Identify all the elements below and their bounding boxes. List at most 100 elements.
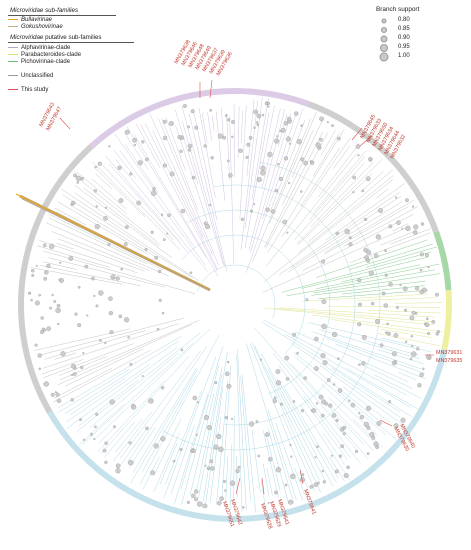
support-dot bbox=[132, 137, 137, 143]
support-dot bbox=[253, 203, 256, 206]
legend-item-bullavirinae: Bullavirinae bbox=[8, 17, 52, 23]
tree-branch bbox=[331, 367, 400, 413]
support-dot bbox=[150, 470, 155, 476]
tree-branch bbox=[264, 131, 323, 248]
tree-branch bbox=[266, 153, 357, 267]
support-dot bbox=[162, 119, 167, 124]
support-dot bbox=[162, 135, 168, 141]
branch-support-title: Branch support bbox=[376, 6, 420, 13]
support-dot bbox=[152, 187, 156, 191]
support-dot bbox=[160, 385, 165, 390]
support-dot bbox=[344, 228, 350, 235]
this-study-leader bbox=[261, 477, 265, 495]
tree-branch bbox=[265, 132, 329, 249]
tree-branch bbox=[181, 106, 225, 267]
tree-branch bbox=[69, 204, 158, 259]
support-dot bbox=[337, 388, 343, 393]
pichovirinae-swatch bbox=[8, 60, 18, 62]
support-dot bbox=[393, 423, 399, 429]
internal-arc bbox=[162, 162, 381, 451]
support-dot bbox=[123, 242, 128, 246]
support-dot bbox=[279, 402, 283, 406]
tree-branch bbox=[70, 377, 126, 415]
support-dot bbox=[388, 400, 392, 404]
support-row: 0.85 bbox=[376, 25, 456, 34]
support-dot bbox=[128, 441, 132, 445]
tree-branch bbox=[268, 428, 289, 504]
support-dot bbox=[275, 467, 282, 473]
tree-branch bbox=[64, 348, 144, 387]
support-dot bbox=[381, 291, 386, 296]
support-dot bbox=[328, 403, 333, 408]
support-dot bbox=[279, 129, 282, 133]
support-dot bbox=[226, 383, 232, 389]
tree-branch bbox=[39, 240, 138, 273]
support-dot bbox=[213, 444, 219, 450]
tree-branch bbox=[241, 374, 256, 513]
tree-branch bbox=[251, 98, 269, 200]
support-dot bbox=[172, 459, 176, 463]
support-dot bbox=[384, 273, 388, 277]
tree-branch bbox=[212, 115, 215, 132]
support-dot bbox=[59, 261, 62, 264]
support-dot bbox=[56, 303, 61, 308]
support-dot bbox=[419, 289, 424, 295]
support-dot bbox=[357, 154, 360, 157]
support-dot bbox=[260, 170, 266, 176]
support-dot bbox=[361, 189, 365, 193]
support-dot bbox=[137, 160, 143, 166]
support-dot bbox=[38, 367, 41, 371]
this-study-leaders bbox=[59, 79, 434, 495]
support-dot bbox=[141, 140, 145, 144]
tree-branch bbox=[307, 169, 394, 243]
support-dot bbox=[361, 361, 366, 366]
support-dot bbox=[203, 414, 210, 421]
tree-branch bbox=[201, 112, 208, 143]
support-dot bbox=[260, 165, 266, 171]
support-dot bbox=[40, 330, 45, 334]
support-dot bbox=[194, 497, 198, 502]
tree-branch bbox=[308, 322, 431, 353]
support-dot bbox=[283, 121, 289, 126]
support-dot bbox=[196, 401, 199, 404]
support-dot bbox=[412, 205, 415, 208]
tree-branch bbox=[324, 199, 415, 253]
support-dot bbox=[179, 448, 183, 452]
support-row: 0.80 bbox=[376, 16, 456, 25]
tree-branch bbox=[221, 107, 224, 139]
tree-branch bbox=[298, 175, 394, 254]
tree-branch bbox=[319, 365, 406, 427]
support-dot bbox=[257, 454, 261, 458]
legend-item-parabacteroides: Parabacteroides-clade bbox=[8, 52, 81, 58]
this-study-leader bbox=[351, 127, 363, 141]
support-dot bbox=[231, 119, 235, 124]
unclassified-arc bbox=[18, 143, 94, 414]
support-dot bbox=[182, 104, 187, 108]
tree-branch bbox=[300, 404, 350, 480]
support-dot bbox=[318, 394, 324, 400]
support-dot bbox=[109, 399, 115, 405]
support-dot bbox=[321, 323, 327, 330]
support-dot bbox=[168, 120, 174, 127]
support-dot bbox=[204, 464, 207, 467]
support-dot bbox=[40, 316, 44, 320]
support-dot bbox=[416, 347, 420, 351]
tree-branch bbox=[334, 422, 357, 450]
tree-branch bbox=[280, 307, 435, 318]
support-dot bbox=[53, 300, 57, 303]
main-clade-arc bbox=[47, 348, 448, 522]
support-dot bbox=[375, 318, 381, 324]
tree-branch bbox=[333, 145, 351, 169]
support-dot bbox=[73, 372, 77, 376]
support-dot bbox=[153, 443, 159, 449]
support-dot bbox=[48, 243, 55, 250]
support-dot bbox=[313, 366, 319, 371]
support-dot bbox=[334, 469, 339, 474]
tree-branch bbox=[392, 223, 408, 232]
support-dot bbox=[412, 230, 418, 235]
tree-branch bbox=[248, 108, 286, 251]
support-dot bbox=[396, 220, 401, 225]
support-dot bbox=[75, 175, 82, 182]
support-dot bbox=[400, 417, 406, 423]
tree-branch bbox=[49, 214, 164, 271]
